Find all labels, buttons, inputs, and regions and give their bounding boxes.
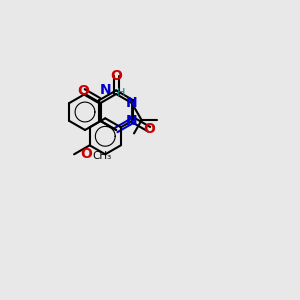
Text: O: O — [143, 122, 155, 136]
Text: N: N — [126, 96, 138, 110]
Text: O: O — [80, 147, 92, 161]
Text: O: O — [77, 84, 89, 98]
Text: CH₃: CH₃ — [92, 151, 111, 161]
Text: N: N — [126, 114, 138, 128]
Text: O: O — [110, 69, 122, 83]
Text: H: H — [117, 88, 126, 98]
Text: N: N — [100, 83, 111, 98]
